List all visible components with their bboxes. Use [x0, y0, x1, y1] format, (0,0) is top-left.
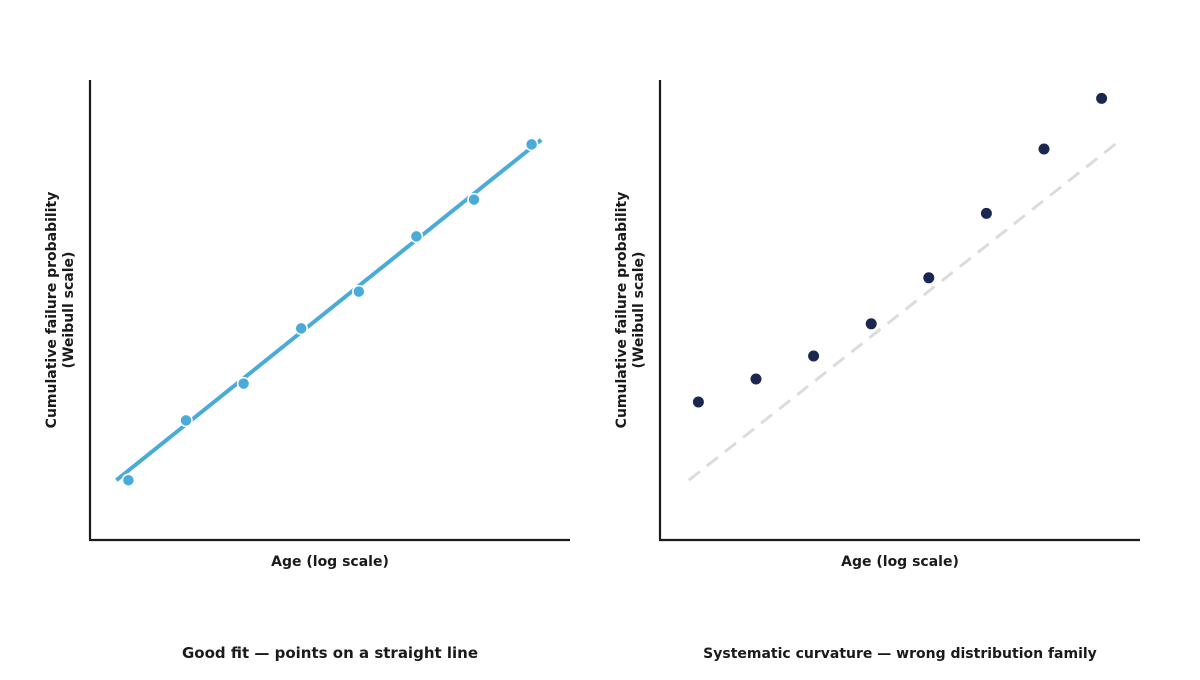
data-point	[865, 318, 877, 330]
data-point	[294, 321, 308, 336]
data-point	[808, 350, 820, 362]
data-point	[1038, 143, 1050, 155]
x-axis-label: Age (log scale)	[271, 554, 389, 570]
y-axis-label-line2: (Weibull scale)	[61, 252, 77, 369]
plot-marks	[115, 137, 543, 487]
reference-line	[687, 138, 1122, 482]
y-axis-label-line1: Cumulative failure probability	[614, 192, 630, 429]
panel-good-fit: Age (log scale) Cumulative failure proba…	[44, 80, 570, 662]
panel-title: Systematic curvature — wrong distributio…	[703, 646, 1097, 662]
data-point	[692, 396, 704, 408]
data-point	[1096, 92, 1108, 104]
x-axis-label: Age (log scale)	[841, 554, 959, 570]
y-axis-label-line1: Cumulative failure probability	[44, 192, 60, 429]
data-point	[980, 207, 992, 219]
data-point	[179, 413, 193, 428]
y-axis-label-line2: (Weibull scale)	[631, 252, 647, 369]
data-point	[750, 373, 762, 385]
plot-marks	[687, 92, 1122, 482]
data-point	[236, 376, 251, 391]
data-point	[467, 192, 481, 207]
fit-line	[115, 138, 543, 482]
data-point	[524, 137, 539, 152]
data-point	[352, 284, 366, 299]
panel-title: Good fit — points on a straight line	[182, 644, 478, 662]
data-point	[409, 229, 424, 244]
data-point	[923, 272, 935, 284]
data-point	[121, 473, 136, 487]
panel-curvature: Age (log scale) Cumulative failure proba…	[614, 80, 1140, 662]
